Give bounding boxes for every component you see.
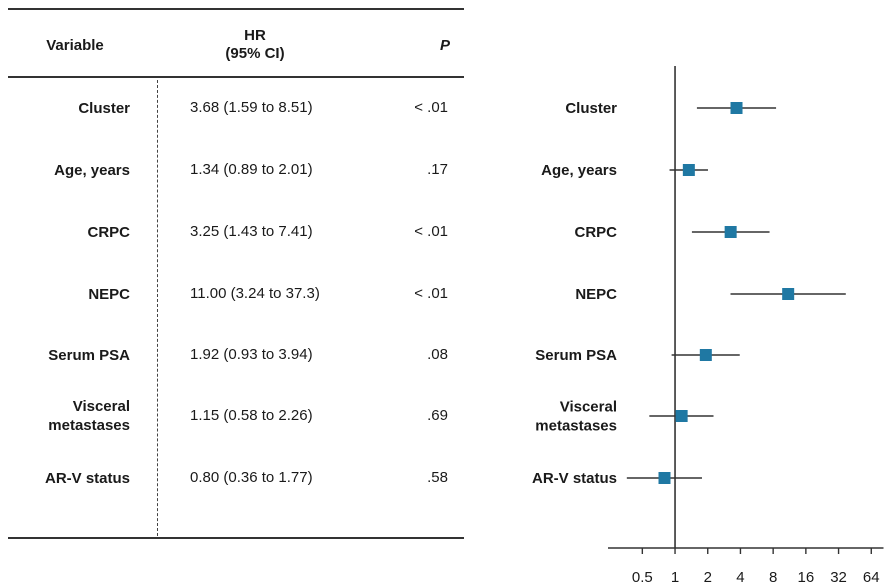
row-p-value: < .01 xyxy=(414,285,448,302)
row-variable-line: Cluster xyxy=(78,99,130,117)
row-variable: AR-V status xyxy=(10,469,130,488)
table-column-divider xyxy=(157,80,158,536)
header-hr-line1: HR xyxy=(244,27,266,44)
category-label: CRPC xyxy=(574,224,617,241)
x-tick-label: 64 xyxy=(863,569,880,586)
hr-marker xyxy=(675,410,688,422)
category-label: Visceral xyxy=(560,399,617,416)
row-p-value: .69 xyxy=(427,407,448,424)
row-variable: CRPC xyxy=(10,223,130,242)
x-tick-label: 1 xyxy=(671,569,679,586)
x-tick-label: 8 xyxy=(769,569,777,586)
hr-marker xyxy=(782,288,795,300)
hr-marker xyxy=(730,102,743,114)
table-top-rule xyxy=(8,8,464,10)
header-hr-line2: (95% CI) xyxy=(225,45,285,62)
x-tick-label: 0.5 xyxy=(632,569,653,586)
x-tick-label: 16 xyxy=(798,569,815,586)
table-bottom-rule xyxy=(8,537,464,539)
row-hr-ci: 1.34 (0.89 to 2.01) xyxy=(190,161,313,178)
row-hr-ci: 1.15 (0.58 to 2.26) xyxy=(190,407,313,424)
row-variable: Visceral metastases xyxy=(10,397,130,435)
category-label: Age, years xyxy=(541,162,617,179)
row-p-value: .17 xyxy=(427,161,448,178)
row-variable-line: Visceral xyxy=(72,398,130,415)
row-hr-ci: 3.68 (1.59 to 8.51) xyxy=(190,99,313,116)
row-variable-line: AR-V status xyxy=(44,469,130,487)
category-label: NEPC xyxy=(575,286,617,303)
row-p-value: .58 xyxy=(427,469,448,486)
row-variable-line: NEPC xyxy=(88,285,130,303)
row-p-value: < .01 xyxy=(414,99,448,116)
x-tick-label: 4 xyxy=(736,569,744,586)
row-p-value: .08 xyxy=(427,346,448,363)
hr-marker xyxy=(699,349,712,361)
row-variable-line: CRPC xyxy=(87,223,130,241)
row-hr-ci: 0.80 (0.36 to 1.77) xyxy=(190,469,313,486)
x-tick-label: 2 xyxy=(704,569,712,586)
hr-marker xyxy=(682,164,695,176)
row-variable-line: Serum PSA xyxy=(48,346,130,364)
row-hr-ci: 1.92 (0.93 to 3.94) xyxy=(190,346,313,363)
row-variable-line: metastases xyxy=(48,417,130,434)
category-label: Cluster xyxy=(565,100,617,117)
x-tick-label: 32 xyxy=(830,569,847,586)
table-header-rule xyxy=(8,76,464,78)
row-p-value: < .01 xyxy=(414,223,448,240)
row-variable-line: Age, years xyxy=(54,161,130,179)
row-hr-ci: 11.00 (3.24 to 37.3) xyxy=(190,285,320,302)
hr-marker xyxy=(724,226,737,238)
hr-marker xyxy=(658,472,671,484)
category-label: AR-V status xyxy=(532,470,617,487)
row-variable: Age, years xyxy=(10,161,130,180)
header-hr: HR (95% CI) xyxy=(180,27,330,63)
row-variable: Serum PSA xyxy=(10,346,130,365)
header-variable: Variable xyxy=(46,37,104,54)
row-hr-ci: 3.25 (1.43 to 7.41) xyxy=(190,223,313,240)
header-p: P xyxy=(439,37,450,54)
category-label: metastases xyxy=(535,418,617,435)
row-variable: Cluster xyxy=(10,99,130,118)
category-label: Serum PSA xyxy=(535,347,617,364)
row-variable: NEPC xyxy=(10,285,130,304)
